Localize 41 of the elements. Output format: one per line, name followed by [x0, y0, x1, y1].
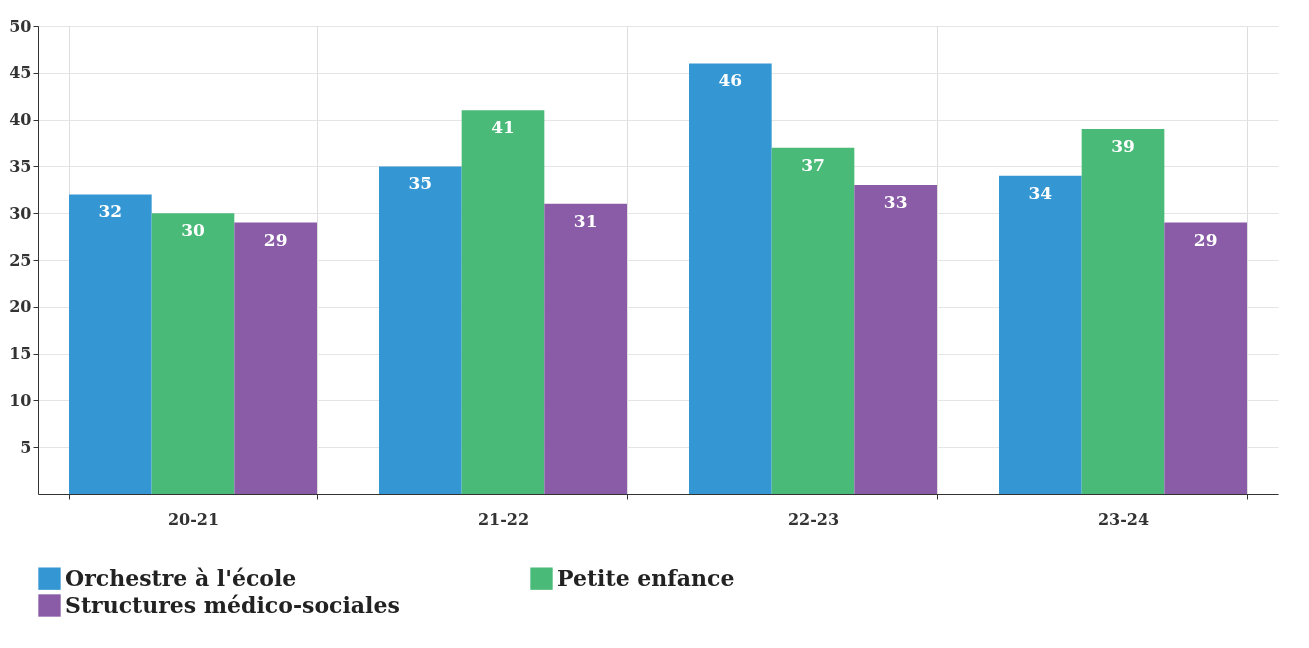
- data-label: 35: [408, 173, 433, 194]
- bar: [379, 166, 462, 494]
- bar: [234, 222, 317, 494]
- y-tick-label: 15: [9, 344, 32, 364]
- bar: [544, 203, 627, 494]
- bar: [771, 147, 855, 494]
- data-label: 41: [491, 117, 515, 138]
- data-label: 30: [181, 220, 205, 241]
- y-tick-label: 20: [9, 297, 32, 317]
- y-tick-label: 50: [9, 16, 32, 36]
- bar: [854, 185, 937, 494]
- bar: [1164, 222, 1247, 494]
- x-tick-label: 20-21: [167, 509, 220, 529]
- data-label: 39: [1111, 135, 1135, 156]
- bar: [689, 63, 772, 494]
- data-label: 29: [263, 229, 288, 250]
- legend-label: Structures médico-sociales: [65, 591, 400, 618]
- data-label: 32: [98, 201, 123, 222]
- data-label: 29: [1193, 229, 1218, 250]
- x-tick-label: 22-23: [787, 509, 840, 529]
- data-label: 34: [1028, 182, 1053, 203]
- x-tick-label: 21-22: [477, 509, 530, 529]
- legend-label: Petite enfance: [557, 564, 735, 591]
- data-label: 33: [883, 192, 908, 213]
- bar: [151, 213, 235, 494]
- data-label: 31: [573, 210, 598, 231]
- y-tick-label: 30: [9, 203, 32, 223]
- x-tick-label: 23-24: [1097, 509, 1150, 529]
- bar: [999, 175, 1082, 494]
- y-tick-label: 10: [9, 390, 32, 410]
- y-tick-label: 5: [20, 437, 32, 457]
- legend-label: Orchestre à l'école: [65, 564, 297, 591]
- y-tick-label: 25: [9, 250, 32, 270]
- y-tick-label: 40: [9, 110, 32, 130]
- bar: [69, 194, 152, 494]
- bar: [461, 110, 545, 494]
- data-label: 46: [718, 70, 743, 91]
- bar: [1081, 128, 1165, 494]
- y-tick-label: 45: [9, 63, 32, 83]
- y-tick-label: 35: [9, 156, 32, 176]
- data-label: 37: [801, 154, 825, 175]
